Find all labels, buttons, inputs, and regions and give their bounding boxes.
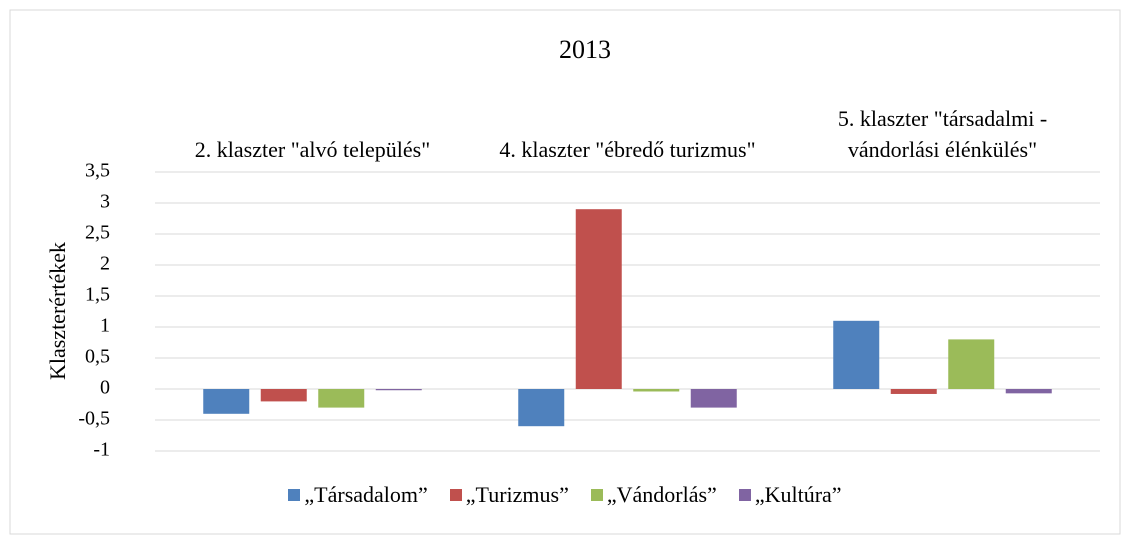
bar [890,389,937,394]
y-axis-label: Klaszterértékek [45,242,70,380]
category-label: 2. klaszter "alvó település" [194,137,431,162]
bar [260,389,307,402]
legend-swatch [590,489,603,501]
bar [633,389,680,392]
y-tick-label: 2,5 [85,222,110,244]
bar [833,320,880,389]
legend-item: „Turizmus” [449,482,569,508]
y-tick-label: 3 [100,191,110,213]
y-tick-label: 1,5 [85,284,110,306]
bar [318,389,365,408]
legend-label: „Turizmus” [465,482,569,507]
legend-label: „Vándorlás” [606,482,717,507]
legend-swatch [288,489,301,501]
legend-label: „Kultúra” [754,482,842,507]
y-tick-label: 0,5 [85,346,110,368]
bar [690,389,737,408]
legend-label: „Társadalom” [304,482,428,507]
bar [375,389,422,391]
y-tick-label: 0 [100,377,110,399]
legend-item: „Kultúra” [738,482,842,508]
y-tick-label: -0,5 [78,408,110,430]
legend-item: „Vándorlás” [590,482,717,508]
chart-border [9,9,1121,535]
legend-swatch [449,489,462,501]
legend-item: „Társadalom” [288,482,428,508]
category-label: 4. klaszter "ébredő turizmus" [499,137,756,162]
bar [575,209,622,389]
chart-title: 2013 [559,35,611,64]
bar [948,339,995,389]
bar [518,389,565,427]
y-tick-label: 3,5 [85,160,110,182]
bar [203,389,250,414]
bar [1005,389,1052,394]
y-tick-label: 1 [100,315,110,337]
category-label: 5. klaszter "társadalmi - vándorlási élé… [837,106,1048,162]
legend-swatch [738,489,751,501]
y-tick-label: 2 [100,253,110,275]
legend: „Társadalom” „Turizmus” „Vándorlás” „Kultúr… [0,482,1130,508]
y-tick-label: -1 [93,439,110,461]
